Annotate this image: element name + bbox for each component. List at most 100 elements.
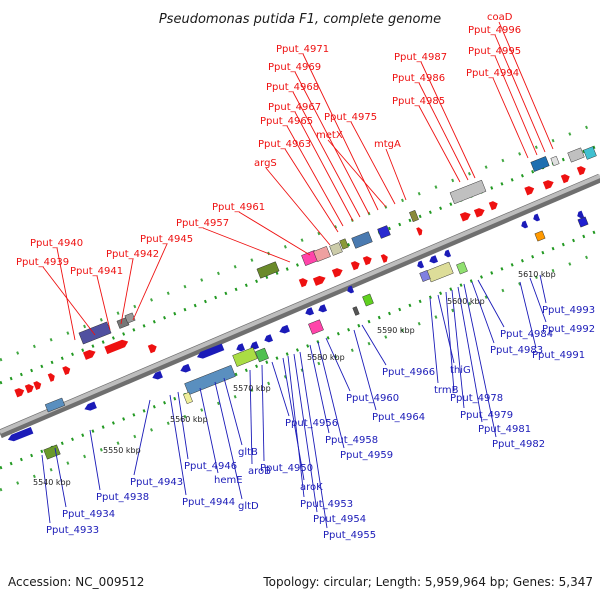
gene-label-forward: metX [316,130,343,141]
feature-box [351,231,373,249]
gene-label-reverse: Pput_4954 [313,514,366,525]
forward-leader-line [238,211,311,256]
tick-label: 5540 kbp [33,478,71,487]
forward-leader-line [494,34,546,153]
feature-box [550,155,560,167]
reverse-gene-arrow [347,285,355,294]
forward-gene-arrow [380,254,388,263]
gene-label-forward: Pput_4968 [266,82,319,93]
gene-label-forward: mtgA [374,139,401,150]
tick-label: 5580 kbp [307,353,345,362]
gene-label-forward: Pput_4985 [392,96,445,107]
gene-label-reverse: gltB [238,447,258,458]
tick-label: 5600 kbp [447,297,485,306]
forward-gene-arrow [331,268,343,278]
feature-box [567,147,585,163]
reverse-gene-labels: Pput_4933 Pput_4934 Pput_4938 Pput_4943 Pput… [46,305,595,541]
gene-label-reverse: Pput_4933 [46,525,99,536]
gene-label-reverse: Pput_4934 [62,509,115,520]
gene-label-reverse: Pput_4979 [460,410,513,421]
feature-box [183,391,193,405]
gene-label-forward: argS [254,158,277,169]
gene-label-reverse: Pput_4943 [130,477,183,488]
gene-label-reverse: Pput_4955 [323,530,376,541]
forward-gene-arrow [147,344,157,354]
feature-box [419,270,431,282]
gene-label-reverse: Pput_4956 [285,418,338,429]
forward-gene-arrow [14,388,25,398]
feature-box [530,156,550,172]
forward-leader-line [265,167,331,246]
forward-gene-arrow [312,275,326,286]
gene-label-reverse: Pput_4992 [542,324,595,335]
feature-box [449,179,487,205]
reverse-leader-line [529,277,547,323]
reverse-gene-arrow [279,324,290,334]
feature-box [256,261,280,279]
forward-gene-arrow [362,256,372,266]
forward-leader-line [494,55,538,156]
forward-leader-line [120,258,134,325]
gene-label-forward: Pput_4971 [276,44,329,55]
gene-label-forward: Pput_4975 [324,112,377,123]
reverse-gene-arrow [533,213,541,222]
feature-box [534,230,546,242]
forward-leader-line [498,21,554,150]
forward-gene-arrow [104,339,129,355]
reverse-gene-arrow [417,260,425,269]
feature-box [313,246,331,262]
reverse-leader-line [457,286,483,423]
forward-leader-line [418,82,469,181]
gene-label-reverse: Pput_4959 [340,450,393,461]
feature-box [409,209,419,223]
gene-label-reverse: Pput_4983 [490,345,543,356]
forward-gene-arrow [24,384,34,394]
feature-box [339,238,349,250]
tick-label: 5550 kbp [103,446,141,455]
gene-label-forward: Pput_4963 [258,139,311,150]
reverse-leader-line [361,324,387,366]
gene-label-reverse: Pput_4981 [478,424,531,435]
tick-label: 5570 kbp [233,384,271,393]
gene-label-forward: Pput_4945 [140,234,193,245]
reverse-leader-line [353,329,377,411]
forward-leader-line [202,227,291,263]
reverse-gene-arrow [250,341,260,350]
reverse-leader-line [271,361,290,417]
reverse-leader-line [299,351,328,529]
gene-features [7,146,597,460]
gene-label-reverse: Pput_4964 [372,412,425,423]
gene-label-reverse: hemE [214,475,243,486]
gene-label-forward: Pput_4987 [394,52,447,63]
forward-gene-arrow [47,373,55,382]
forward-leader-line [56,247,76,341]
gene-label-forward: Pput_4942 [106,249,159,260]
gene-label-reverse: aroB [248,466,271,477]
label-leaders [41,21,554,529]
reverse-leader-line [249,369,253,465]
gene-label-forward: Pput_4967 [268,102,321,113]
reverse-gene-arrow [196,343,225,359]
gene-label-reverse: Pput_4958 [325,435,378,446]
gene-label-forward: Pput_4939 [16,257,69,268]
forward-gene-arrow [560,174,570,184]
gene-label-reverse: aroK [300,482,323,493]
gene-label-reverse: thiG [450,365,471,376]
forward-gene-arrow [542,180,554,190]
feature-box [352,306,360,316]
feature-box [184,364,236,396]
gene-label-reverse: Pput_4938 [96,492,149,503]
tick-label: 5610 kbp [518,270,556,279]
reverse-leader-line [287,355,305,498]
forward-gene-arrow [416,227,423,236]
forward-leader-line [350,121,396,205]
reverse-leader-line [169,394,187,496]
feature-box [362,293,374,307]
forward-leader-line [327,139,387,208]
reverse-leader-line [133,399,151,476]
feature-box [577,216,589,228]
forward-leader-line [132,243,168,321]
feature-box [255,347,269,363]
gene-label-forward: Pput_4941 [70,266,123,277]
feature-box [583,146,597,160]
